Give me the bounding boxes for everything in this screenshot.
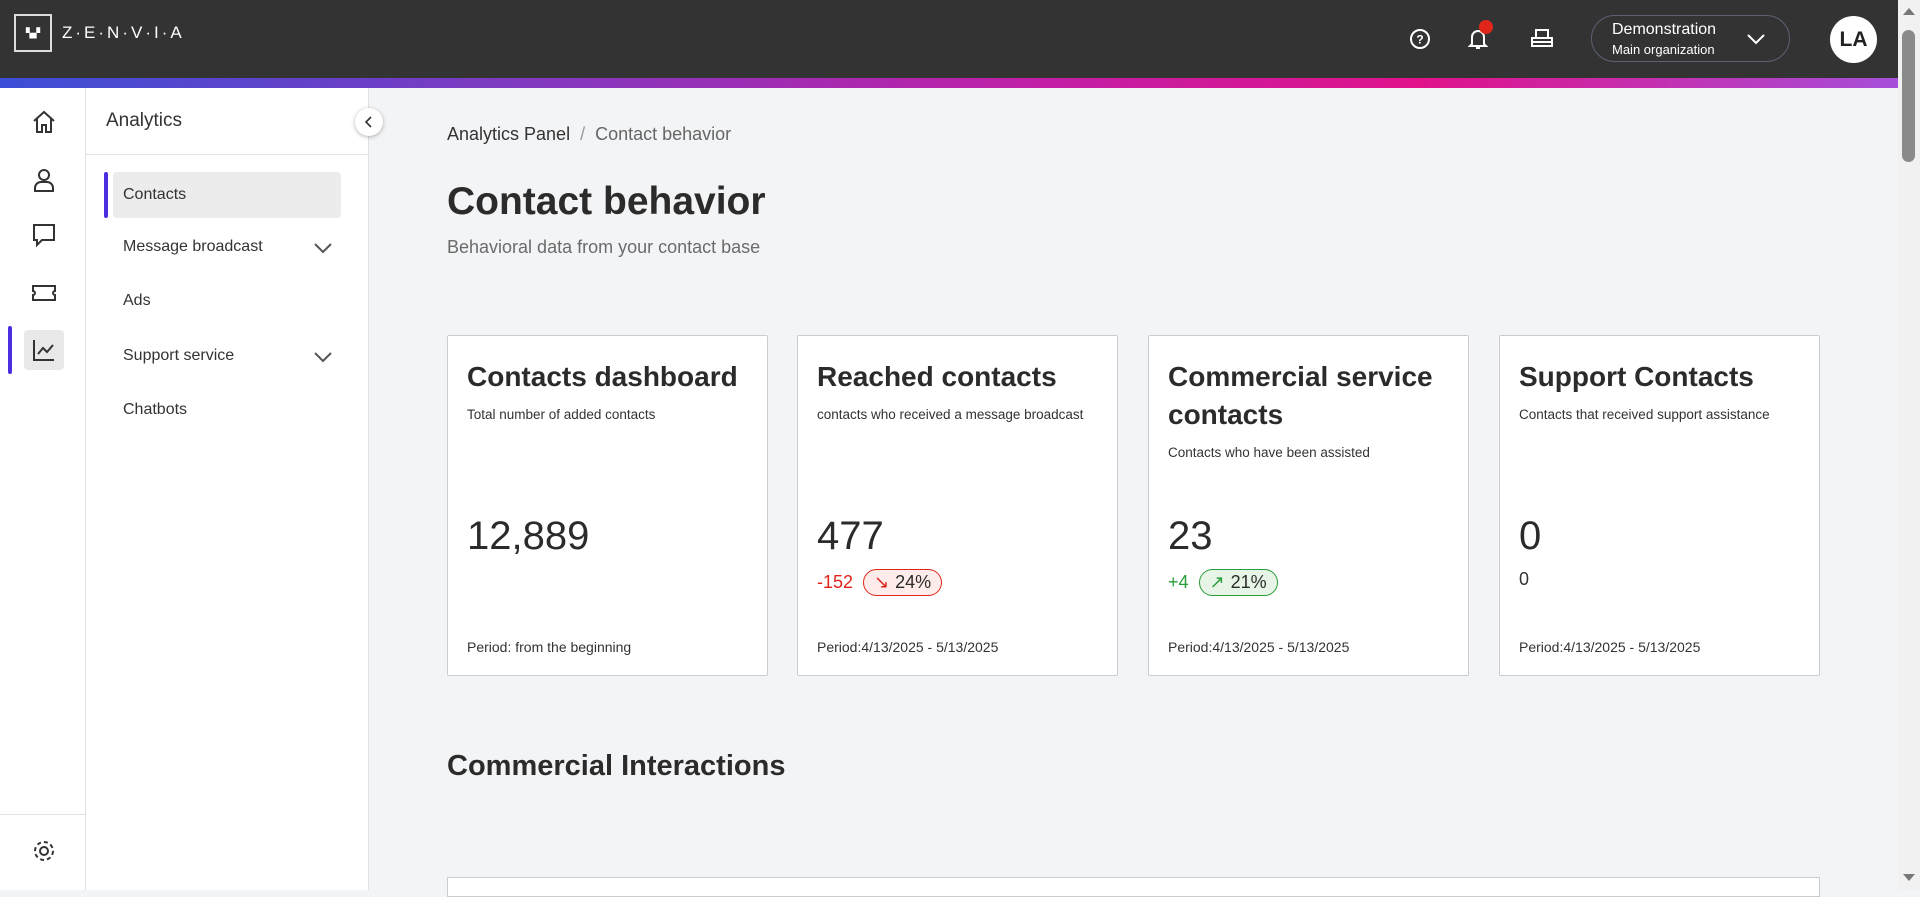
card-value: 477 — [817, 514, 884, 558]
brand-gradient-bar — [0, 78, 1898, 88]
card-description: Contacts that received support assistanc… — [1519, 407, 1770, 422]
notification-badge — [1479, 20, 1493, 34]
svg-text:?: ? — [1416, 33, 1423, 47]
sidebar-item-label: Ads — [123, 292, 151, 309]
home-icon[interactable] — [24, 102, 64, 142]
sidebar-divider — [86, 154, 369, 155]
top-header: ▚▞ Z·E·N·V·I·A ? Demonstration Main orga… — [0, 0, 1898, 78]
card-period: Period: from the beginning — [467, 639, 632, 655]
logo-mark: ▚▞ — [14, 14, 52, 52]
logo-text: Z·E·N·V·I·A — [62, 23, 185, 42]
rail-divider — [0, 814, 86, 815]
card-period: Period:4/13/2025 - 5/13/2025 — [1519, 639, 1701, 655]
trend-badge: ↘ 24% — [863, 569, 943, 596]
icon-rail — [0, 88, 86, 890]
chevron-down-icon — [314, 243, 332, 254]
breadcrumb-separator: / — [580, 124, 586, 144]
card-period: Period:4/13/2025 - 5/13/2025 — [1168, 639, 1350, 655]
card-reached-contacts: Reached contacts contacts who received a… — [797, 335, 1118, 676]
section-title: Commercial Interactions — [447, 750, 786, 782]
analytics-sidebar: Analytics Contacts Message broadcast Ads… — [86, 88, 369, 890]
arrow-down-right-icon: ↘ — [874, 572, 890, 592]
trend-badge: ↗ 21% — [1198, 569, 1278, 596]
sidebar-item-chatbots[interactable]: Chatbots — [113, 387, 341, 433]
trend-percent: 24% — [895, 572, 932, 592]
card-description: Contacts who have been assisted — [1168, 445, 1370, 460]
breadcrumb-current: Contact behavior — [595, 124, 732, 144]
scrollbar-thumb[interactable] — [1902, 30, 1915, 162]
sidebar-item-label: Contacts — [123, 186, 187, 203]
card-value: 12,889 — [467, 514, 590, 558]
org-sub: Main organization — [1612, 42, 1715, 57]
page-subtitle: Behavioral data from your contact base — [447, 237, 761, 257]
card-commercial-service-contacts: Commercial service contacts Contacts who… — [1148, 335, 1469, 676]
ticket-icon[interactable] — [24, 273, 64, 313]
help-icon[interactable]: ? — [1405, 24, 1435, 54]
bell-icon[interactable] — [1463, 20, 1493, 54]
commercial-interactions-panel — [447, 877, 1820, 897]
avatar[interactable]: LA — [1830, 16, 1877, 63]
sidebar-active-indicator — [104, 172, 108, 218]
chevron-down-icon — [314, 352, 332, 363]
sidebar-item-ads[interactable]: Ads — [113, 278, 341, 324]
card-description: contacts who received a message broadcas… — [817, 407, 1084, 422]
card-title: Reached contacts — [817, 361, 1057, 392]
sidebar-item-message-broadcast[interactable]: Message broadcast — [113, 224, 341, 270]
chevron-left-icon — [364, 116, 372, 128]
breadcrumb-parent[interactable]: Analytics Panel — [447, 124, 571, 144]
card-description: Total number of added contacts — [467, 407, 656, 422]
card-delta: +4 — [1168, 572, 1189, 592]
card-contacts-dashboard: Contacts dashboard Total number of added… — [447, 335, 768, 676]
collapse-sidebar-button[interactable] — [355, 108, 383, 136]
card-title: Commercial service contacts — [1168, 361, 1433, 430]
settings-icon[interactable] — [24, 831, 64, 871]
page-title: Contact behavior — [447, 180, 766, 223]
zenvia-logo[interactable]: ▚▞ Z·E·N·V·I·A — [14, 14, 185, 52]
sidebar-title: Analytics — [106, 110, 183, 131]
active-indicator — [8, 326, 12, 374]
card-period: Period:4/13/2025 - 5/13/2025 — [817, 639, 999, 655]
card-value: 0 — [1519, 514, 1542, 558]
scroll-up-icon[interactable] — [1903, 8, 1915, 15]
chat-icon[interactable] — [24, 215, 64, 255]
organization-selector[interactable]: Demonstration Main organization — [1591, 15, 1790, 62]
card-title: Contacts dashboard — [467, 361, 738, 392]
sidebar-item-contacts[interactable]: Contacts — [113, 172, 341, 218]
analytics-icon[interactable] — [24, 330, 64, 370]
org-name: Demonstration — [1612, 21, 1717, 38]
chevron-down-icon — [1747, 34, 1765, 45]
card-title: Support Contacts — [1519, 361, 1754, 392]
card-delta: -152 — [817, 572, 854, 592]
breadcrumb: Analytics Panel / Contact behavior — [447, 124, 731, 145]
sidebar-item-support-service[interactable]: Support service — [113, 333, 341, 379]
page-scrollbar[interactable] — [1898, 0, 1920, 890]
card-delta: 0 — [1519, 569, 1530, 589]
trend-percent: 21% — [1230, 572, 1267, 592]
arrow-up-right-icon: ↗ — [1209, 572, 1225, 592]
sidebar-item-label: Support service — [123, 347, 235, 364]
contacts-icon[interactable] — [24, 160, 64, 200]
scroll-down-icon[interactable] — [1903, 874, 1915, 881]
inbox-icon[interactable] — [1527, 24, 1557, 54]
card-support-contacts: Support Contacts Contacts that received … — [1499, 335, 1820, 676]
card-value: 23 — [1168, 514, 1213, 558]
sidebar-item-label: Chatbots — [123, 401, 188, 418]
sidebar-item-label: Message broadcast — [123, 238, 263, 255]
